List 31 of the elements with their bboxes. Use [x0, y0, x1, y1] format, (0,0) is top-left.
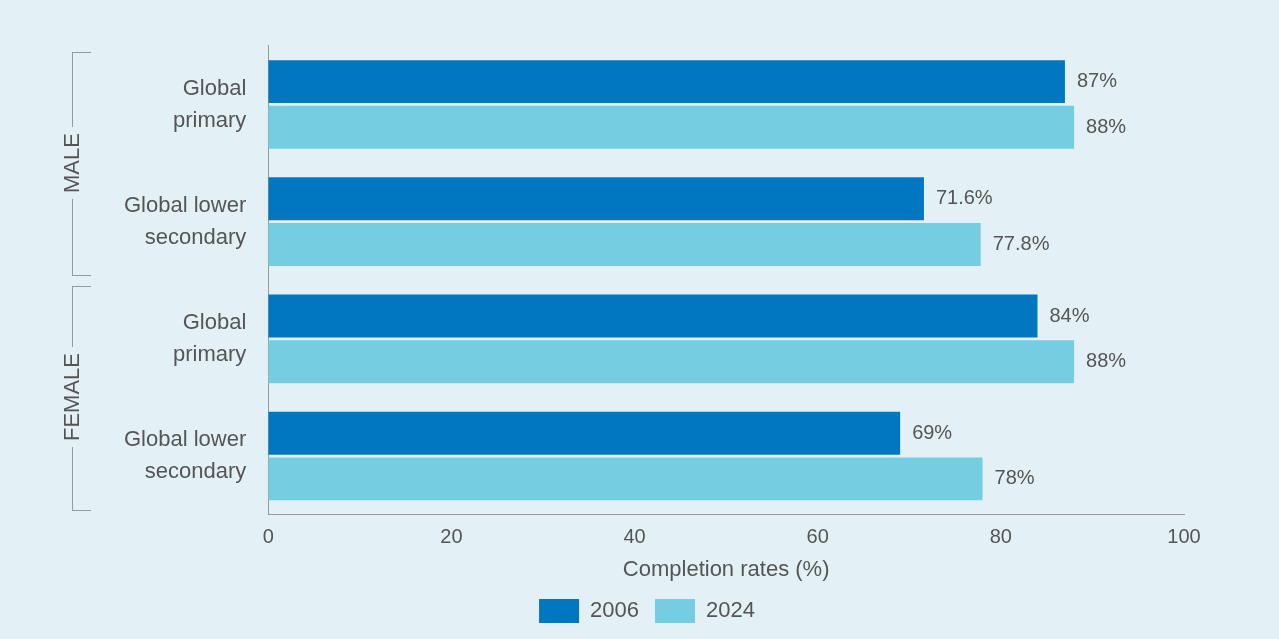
bar — [268, 294, 1038, 338]
bar — [268, 457, 983, 501]
bar — [268, 60, 1065, 104]
text: MALE — [59, 127, 85, 200]
bar — [268, 105, 1075, 149]
y-tick-label: Global lower secondary — [124, 426, 247, 484]
x-tick-label: 20 — [440, 525, 463, 548]
text: FEMALE — [59, 347, 85, 448]
x-tick-label: 0 — [262, 525, 274, 548]
bar — [268, 340, 1075, 384]
data-label: 71.6% — [935, 186, 993, 209]
y-tick-label: Global primary — [172, 308, 247, 366]
x-tick-label: 40 — [623, 525, 646, 548]
x-tick-label: 60 — [806, 525, 829, 548]
legend-label: 2006 — [590, 597, 640, 623]
y-tick-label: Global lower secondary — [124, 191, 247, 249]
data-label: 88% — [1086, 114, 1127, 137]
bar — [268, 223, 981, 266]
bar — [268, 177, 924, 221]
data-label: 87% — [1076, 69, 1118, 92]
bar — [268, 411, 901, 455]
data-label: 69% — [912, 420, 953, 443]
legend-label: 2024 — [706, 597, 755, 623]
data-label: 88% — [1086, 349, 1127, 372]
x-axis-title: Completion rates (%) — [622, 555, 830, 581]
data-label: 78% — [994, 466, 1035, 489]
x-tick-label: 100 — [1167, 525, 1201, 548]
data-label: 77.8% — [992, 232, 1050, 255]
y-tick-label: Global primary — [172, 74, 247, 132]
data-label: 84% — [1049, 303, 1090, 326]
x-tick-label: 80 — [989, 525, 1012, 548]
